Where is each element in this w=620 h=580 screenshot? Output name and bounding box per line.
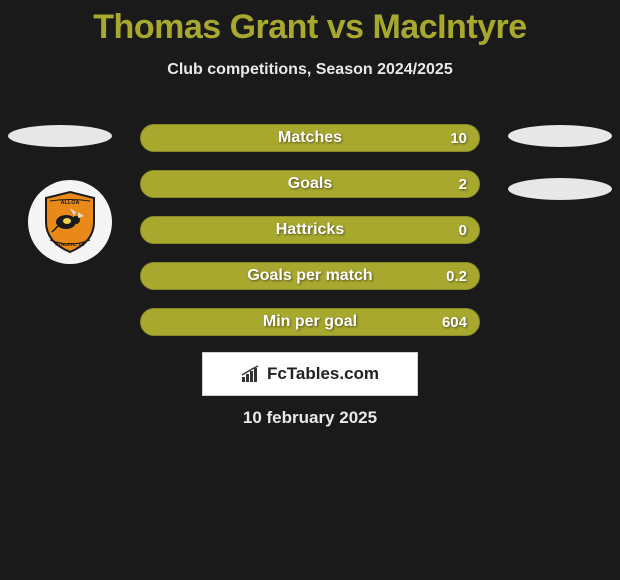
stat-value: 10 bbox=[450, 130, 467, 147]
brand-label: FcTables.com bbox=[267, 364, 379, 384]
stat-label: Min per goal bbox=[263, 313, 357, 331]
decorative-ellipse bbox=[508, 178, 612, 200]
stat-value: 604 bbox=[442, 314, 467, 331]
stats-container: Matches 10 Goals 2 Hattricks 0 Goals per… bbox=[140, 124, 480, 354]
stat-value: 0 bbox=[459, 222, 467, 239]
stat-row: Hattricks 0 bbox=[140, 216, 480, 244]
stat-value: 0.2 bbox=[446, 268, 467, 285]
stat-label: Hattricks bbox=[276, 221, 344, 239]
page-title: Thomas Grant vs MacIntyre bbox=[0, 0, 620, 47]
stat-label: Goals per match bbox=[247, 267, 372, 285]
stat-value: 2 bbox=[459, 176, 467, 193]
stat-label: Matches bbox=[278, 129, 342, 147]
stat-label: Goals bbox=[288, 175, 332, 193]
decorative-ellipse bbox=[8, 125, 112, 147]
brand-badge[interactable]: FcTables.com bbox=[202, 352, 418, 396]
stat-row: Matches 10 bbox=[140, 124, 480, 152]
badge-text-top: ALLOA bbox=[61, 200, 80, 206]
club-badge: ALLOA ATHLETIC FC bbox=[28, 180, 112, 264]
date-label: 10 february 2025 bbox=[0, 408, 620, 428]
badge-text-bottom: ATHLETIC FC bbox=[55, 242, 85, 247]
subtitle: Club competitions, Season 2024/2025 bbox=[0, 61, 620, 79]
decorative-ellipse bbox=[508, 125, 612, 147]
stat-row: Goals per match 0.2 bbox=[140, 262, 480, 290]
stat-row: Min per goal 604 bbox=[140, 308, 480, 336]
bar-chart-icon bbox=[241, 365, 261, 383]
shield-icon: ALLOA ATHLETIC FC bbox=[42, 190, 98, 254]
stat-row: Goals 2 bbox=[140, 170, 480, 198]
